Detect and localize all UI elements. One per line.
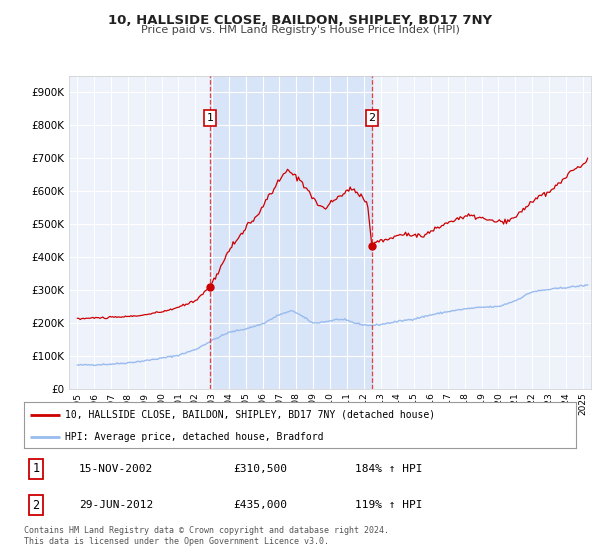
Text: 2: 2 — [32, 498, 40, 512]
Text: HPI: Average price, detached house, Bradford: HPI: Average price, detached house, Brad… — [65, 432, 324, 441]
Text: 10, HALLSIDE CLOSE, BAILDON, SHIPLEY, BD17 7NY (detached house): 10, HALLSIDE CLOSE, BAILDON, SHIPLEY, BD… — [65, 410, 436, 420]
Text: 2: 2 — [368, 113, 376, 123]
Text: Price paid vs. HM Land Registry's House Price Index (HPI): Price paid vs. HM Land Registry's House … — [140, 25, 460, 35]
Text: 1: 1 — [32, 462, 40, 475]
Text: Contains HM Land Registry data © Crown copyright and database right 2024.
This d: Contains HM Land Registry data © Crown c… — [24, 526, 389, 546]
Text: 1: 1 — [206, 113, 214, 123]
Text: 184% ↑ HPI: 184% ↑ HPI — [355, 464, 422, 474]
Bar — [210, 76, 372, 389]
Text: £435,000: £435,000 — [234, 500, 288, 510]
Text: 119% ↑ HPI: 119% ↑ HPI — [355, 500, 422, 510]
Text: 15-NOV-2002: 15-NOV-2002 — [79, 464, 154, 474]
Text: £310,500: £310,500 — [234, 464, 288, 474]
Text: 29-JUN-2012: 29-JUN-2012 — [79, 500, 154, 510]
Text: 10, HALLSIDE CLOSE, BAILDON, SHIPLEY, BD17 7NY: 10, HALLSIDE CLOSE, BAILDON, SHIPLEY, BD… — [108, 14, 492, 27]
